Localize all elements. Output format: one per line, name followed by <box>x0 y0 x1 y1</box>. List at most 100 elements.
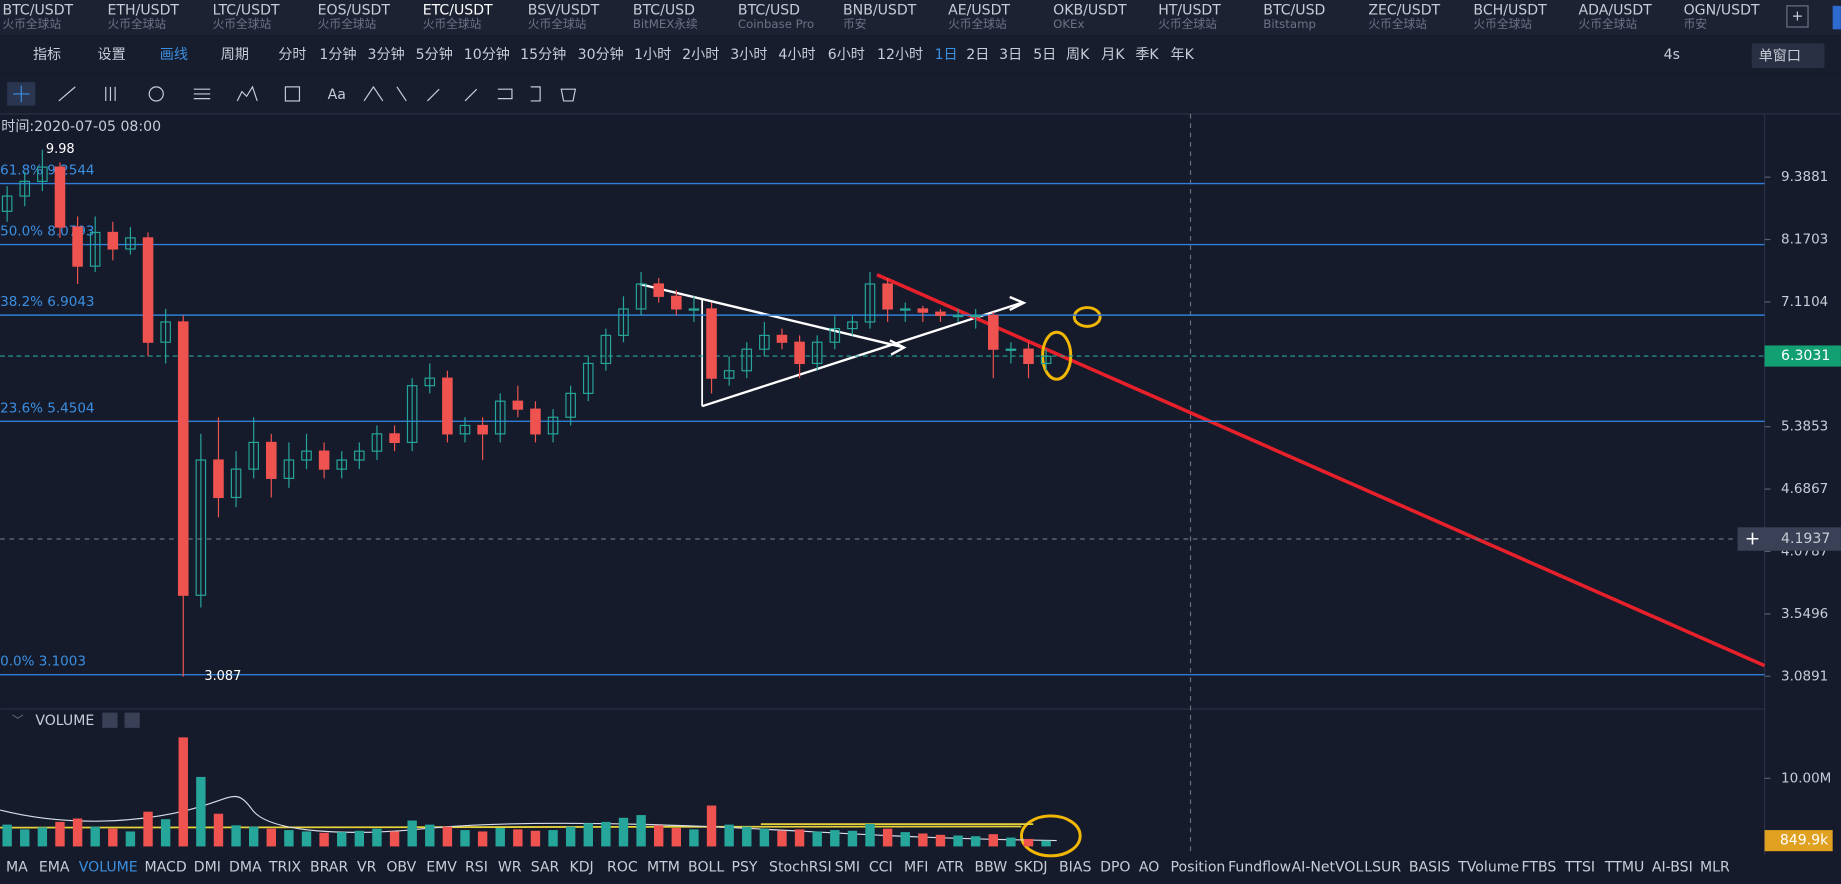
period[interactable]: 2小时 <box>682 47 719 63</box>
indicator[interactable]: BBW <box>975 860 1008 876</box>
tab-exchange[interactable]: 火币全球站 <box>318 17 377 31</box>
tab-symbol[interactable]: OGN/USDT <box>1684 3 1760 19</box>
indicator[interactable]: SMI <box>835 860 860 876</box>
indicator[interactable]: SAR <box>531 860 560 876</box>
fib-tool[interactable] <box>193 88 211 100</box>
tab-exchange[interactable]: 火币全球站 <box>1368 17 1427 31</box>
tab-exchange[interactable]: 火币全球站 <box>948 17 1007 31</box>
indicator[interactable]: KDJ <box>569 860 593 876</box>
tab-exchange[interactable]: 火币全球站 <box>1473 17 1532 31</box>
indicator[interactable]: DMA <box>229 860 262 876</box>
indicator[interactable]: WR <box>498 860 522 876</box>
period[interactable]: 5日 <box>1033 47 1056 63</box>
indicator[interactable]: MLR <box>1700 860 1730 876</box>
indicator[interactable]: BIAS <box>1059 860 1091 876</box>
text-tool[interactable]: Aa <box>328 87 346 103</box>
tab-symbol[interactable]: BTC/USDT <box>2 3 73 19</box>
indicator[interactable]: VR <box>357 860 377 876</box>
tab-exchange[interactable]: 火币全球站 <box>1579 17 1638 31</box>
period[interactable]: 季K <box>1135 47 1159 63</box>
indicator[interactable]: LSUR <box>1364 860 1401 876</box>
indicator[interactable]: AI-BSI <box>1652 860 1693 876</box>
indicator[interactable]: FTBS <box>1522 860 1557 876</box>
channel-tool[interactable] <box>105 86 116 101</box>
tab-symbol[interactable]: BNB/USDT <box>843 3 917 19</box>
period[interactable]: 10分钟 <box>464 46 510 63</box>
tab-exchange[interactable]: 火币全球站 <box>2 17 61 31</box>
tab-exchange[interactable]: BitMEX永续 <box>633 17 698 31</box>
tab-symbol[interactable]: BTC/USD <box>1263 3 1325 19</box>
indicator[interactable]: VOLUME <box>79 860 138 876</box>
tab-symbol[interactable]: EOS/USDT <box>318 3 391 19</box>
indicator[interactable]: Fundflow <box>1228 860 1291 876</box>
window-btn[interactable] <box>1751 43 1825 69</box>
period[interactable]: 周K <box>1066 47 1090 63</box>
indicator[interactable]: ROC <box>607 860 638 876</box>
indicator[interactable]: TRIX <box>268 860 302 876</box>
tab-symbol[interactable]: LTC/USDT <box>213 3 280 19</box>
tab-symbol[interactable]: ADA/USDT <box>1579 3 1653 19</box>
tab-symbol[interactable]: BSV/USDT <box>528 3 600 19</box>
period[interactable]: 30分钟 <box>578 46 624 63</box>
indicator[interactable]: Position <box>1171 860 1226 876</box>
tab-symbol[interactable]: BCH/USDT <box>1473 3 1547 19</box>
period[interactable]: 4小时 <box>778 47 815 63</box>
period[interactable]: 1分钟 <box>319 46 356 63</box>
period[interactable]: 1小时 <box>634 47 671 63</box>
indicator[interactable]: AI-NetVOL <box>1291 860 1363 876</box>
settings-btn[interactable]: 设置 <box>98 47 126 63</box>
indicator[interactable]: SKDJ <box>1014 860 1047 876</box>
indicator[interactable]: AO <box>1139 860 1159 876</box>
period[interactable]: 年K <box>1171 47 1195 63</box>
close-btn[interactable] <box>124 712 140 728</box>
indicator[interactable]: BRAR <box>310 860 348 876</box>
indicator[interactable]: DMI <box>194 860 221 876</box>
tab-exchange[interactable]: 火币全球站 <box>108 17 167 31</box>
tab-exchange[interactable]: OKEx <box>1053 17 1084 31</box>
period[interactable]: 3小时 <box>730 47 767 63</box>
indicator[interactable]: StochRSI <box>769 860 832 876</box>
draw-btn[interactable]: 画线 <box>160 47 188 63</box>
tab-symbol[interactable]: ETH/USDT <box>108 3 180 19</box>
indicator[interactable]: TTSI <box>1564 860 1595 876</box>
settings-btn[interactable] <box>102 712 118 728</box>
tab-symbol[interactable]: HT/USDT <box>1158 3 1221 19</box>
indicator[interactable]: DPO <box>1100 860 1130 876</box>
period[interactable]: 2日 <box>966 47 989 63</box>
period[interactable]: 5分钟 <box>416 46 453 63</box>
period[interactable]: 1日 <box>935 47 958 63</box>
tab-exchange[interactable]: 币安 <box>843 17 866 31</box>
indicator[interactable]: BASIS <box>1409 860 1450 876</box>
window-label[interactable]: 单窗口 <box>1759 47 1801 64</box>
draw-tools[interactable] <box>7 82 577 106</box>
tab-exchange[interactable]: 币安 <box>1684 17 1707 31</box>
tab-exchange[interactable]: Coinbase Pro <box>738 17 814 31</box>
indicator[interactable]: TTMU <box>1604 860 1644 876</box>
collapse[interactable]: ﹀ <box>12 713 24 727</box>
measure-tool[interactable] <box>284 86 301 102</box>
indicator[interactable]: BOLL <box>688 860 724 876</box>
shape-tool[interactable] <box>148 86 164 102</box>
tab-exchange[interactable]: 火币全球站 <box>213 17 272 31</box>
indicator[interactable]: PSY <box>731 860 757 876</box>
indicator[interactable]: EMA <box>39 860 70 876</box>
tab-symbol[interactable]: ZEC/USDT <box>1368 3 1440 19</box>
indicators-btn[interactable]: 指标 <box>33 47 61 63</box>
indicator[interactable]: CCI <box>869 860 893 876</box>
indicator[interactable]: MTM <box>647 860 680 876</box>
period-btn[interactable]: 周期 <box>221 47 249 63</box>
add-tab[interactable] <box>1786 5 1809 28</box>
line-tool[interactable] <box>58 86 76 102</box>
period[interactable]: 15分钟 <box>520 46 566 63</box>
period[interactable]: 月K <box>1101 47 1125 63</box>
period[interactable]: 3分钟 <box>368 46 405 63</box>
period[interactable]: 6小时 <box>828 47 865 63</box>
tab-symbol[interactable]: OKB/USDT <box>1053 3 1127 19</box>
indicator[interactable]: MA <box>6 860 28 876</box>
pattern-tool[interactable] <box>236 85 258 102</box>
refresh[interactable]: 4s <box>1664 47 1680 63</box>
indicator[interactable]: RSI <box>465 860 488 876</box>
indicator[interactable]: ATR <box>937 860 964 876</box>
tab-scroll[interactable] <box>1832 5 1841 30</box>
tab-symbol[interactable]: BTC/USD <box>633 3 695 19</box>
